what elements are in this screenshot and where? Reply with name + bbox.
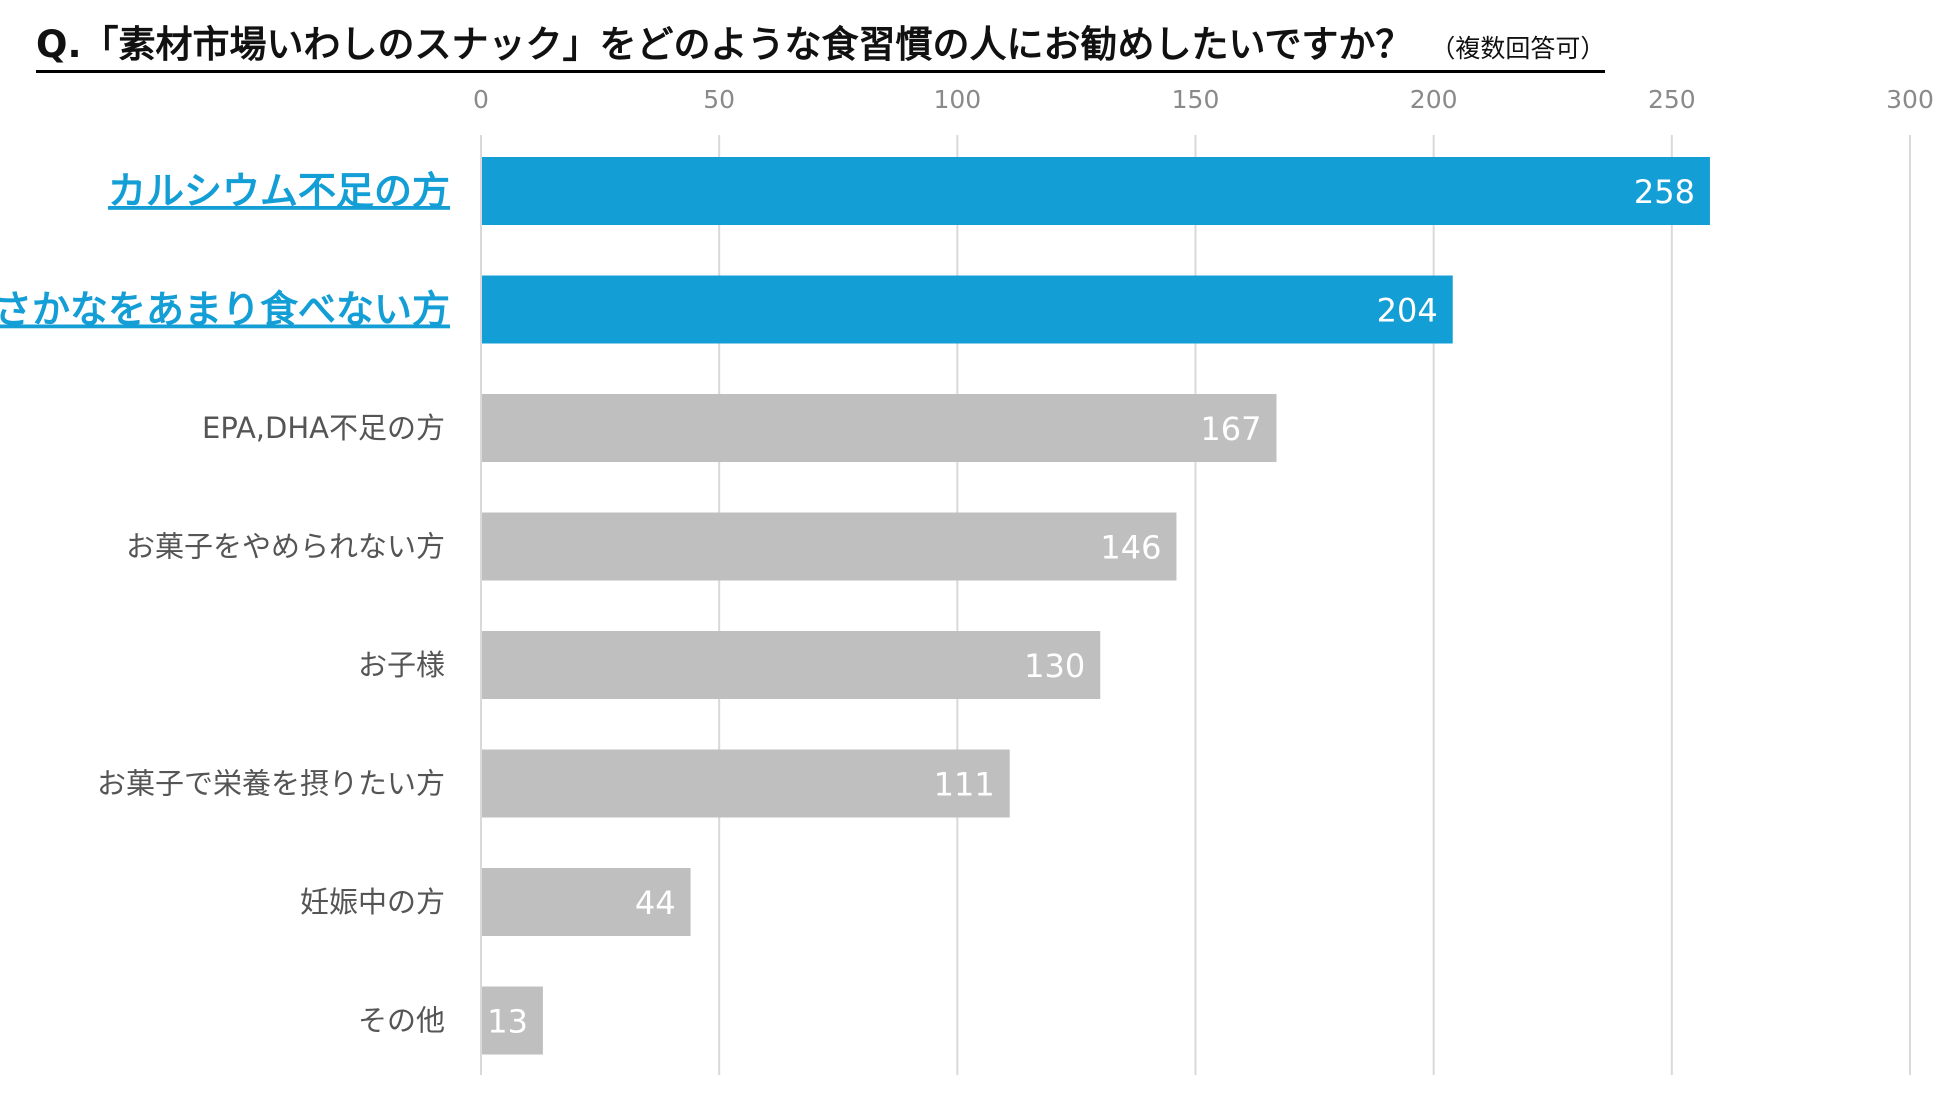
category-label: カルシウム不足の方	[108, 169, 450, 213]
chart-title: Q.「素材市場いわしのスナック」をどのような食習慣の人にお勧めしたいですか？ （複…	[36, 14, 1606, 73]
tick-label: 100	[933, 85, 981, 114]
tick-label: 150	[1172, 85, 1220, 114]
tick-label: 300	[1886, 85, 1934, 114]
bar	[481, 275, 1453, 344]
category-label: さかなをあまり食べない方	[0, 288, 450, 332]
category-label: その他	[358, 1004, 445, 1038]
bar	[481, 868, 691, 936]
category-label: EPA,DHA不足の方	[202, 411, 445, 445]
value-label: 130	[1024, 647, 1085, 685]
chart-title-sub: （複数回答可）	[1430, 34, 1606, 63]
tick-label: 200	[1410, 85, 1458, 114]
chart-title-main: Q.「素材市場いわしのスナック」をどのような食習慣の人にお勧めしたいですか？	[36, 23, 1413, 66]
value-label: 111	[934, 766, 995, 804]
category-label: お子様	[358, 648, 445, 682]
bar	[481, 986, 543, 1055]
bar	[481, 157, 1710, 225]
value-label: 13	[487, 1003, 528, 1041]
value-label: 146	[1100, 529, 1161, 567]
value-label: 44	[635, 884, 676, 922]
category-label: 妊娠中の方	[300, 885, 445, 919]
tick-label: 50	[703, 85, 735, 114]
category-label: お菓子で栄養を摂りたい方	[97, 767, 445, 801]
bar	[481, 394, 1277, 462]
bar	[481, 631, 1101, 699]
category-label: お菓子をやめられない方	[126, 530, 445, 564]
value-label: 167	[1200, 410, 1261, 448]
tick-label: 0	[473, 85, 489, 114]
bar	[481, 749, 1010, 818]
bar	[481, 512, 1177, 581]
tick-label: 250	[1648, 85, 1696, 114]
value-label: 258	[1634, 173, 1695, 211]
value-label: 204	[1377, 292, 1438, 330]
